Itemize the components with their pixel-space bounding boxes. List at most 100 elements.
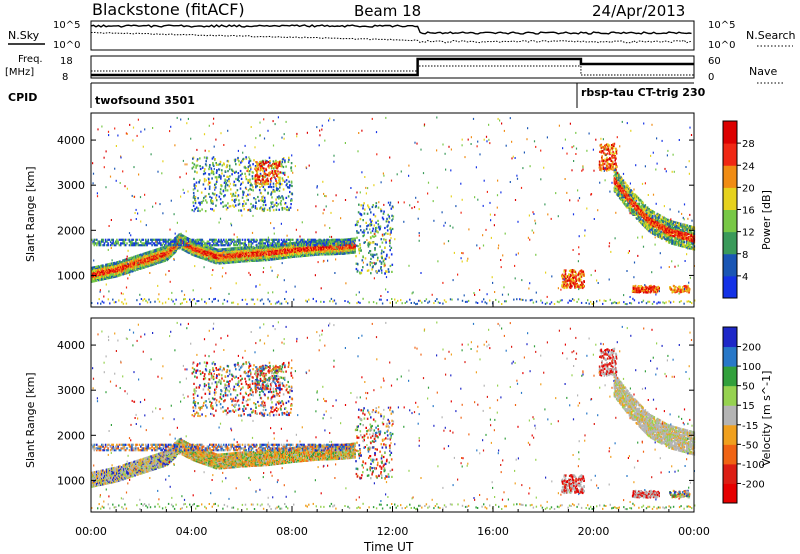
power-cell	[193, 253, 196, 256]
power-cell	[153, 249, 155, 252]
power-cell	[217, 257, 220, 260]
power-cell	[135, 255, 137, 258]
power-cell	[210, 247, 213, 250]
power-cell	[113, 270, 115, 273]
power-cell	[221, 254, 224, 257]
power-cell	[282, 158, 284, 161]
power-cell	[381, 241, 384, 244]
power-cell	[271, 196, 273, 199]
power-cell	[187, 238, 190, 241]
power-cell	[217, 252, 220, 255]
power-cell	[226, 240, 229, 243]
power-cell	[250, 182, 252, 185]
power-cell	[127, 238, 129, 241]
power-cell	[119, 242, 122, 245]
power-cell	[260, 245, 263, 248]
power-cell	[226, 254, 229, 257]
power-cell	[233, 238, 235, 241]
power-cell	[353, 250, 355, 253]
power-cell	[253, 177, 256, 180]
power-cell	[180, 236, 182, 239]
power-cell	[223, 258, 226, 261]
power-cell	[95, 265, 97, 269]
power-cell	[270, 250, 273, 254]
power-cell	[248, 242, 250, 245]
power-cell	[263, 167, 265, 170]
power-cell	[289, 251, 291, 254]
power-cell	[158, 240, 161, 243]
power-cell	[207, 254, 210, 257]
power-cell	[108, 268, 110, 271]
power-cell	[133, 259, 135, 262]
power-cell	[212, 252, 215, 255]
power-cell	[98, 272, 100, 275]
power-cell	[155, 258, 157, 261]
power-cell	[343, 247, 345, 250]
power-cell	[215, 244, 217, 247]
power-cell	[135, 266, 137, 269]
power-cell	[615, 165, 618, 168]
power-cell	[112, 267, 114, 270]
power-cell	[284, 254, 286, 257]
power-cell	[199, 253, 202, 257]
power-cell	[168, 254, 170, 257]
power-cell	[140, 240, 142, 243]
power-cell	[179, 245, 181, 248]
power-cell	[370, 211, 372, 214]
power-cell	[166, 255, 168, 258]
power-cell	[235, 247, 238, 250]
power-cell	[259, 248, 262, 251]
power-cell	[577, 273, 580, 276]
power-cell	[278, 248, 281, 251]
power-cell	[391, 214, 393, 217]
power-cell	[354, 247, 356, 250]
power-cell	[106, 263, 108, 266]
power-cell	[266, 177, 269, 180]
power-cell	[324, 244, 327, 247]
power-cell	[200, 255, 203, 258]
power-cell	[190, 253, 193, 256]
power-cell	[160, 255, 162, 259]
power-cell	[136, 262, 138, 265]
power-cell	[257, 164, 259, 167]
power-cell	[145, 238, 147, 241]
power-cell	[230, 251, 233, 254]
power-cell	[206, 251, 209, 254]
power-cell	[200, 242, 202, 245]
power-cell	[346, 248, 348, 251]
power-cell	[173, 247, 175, 250]
power-cell	[270, 238, 273, 241]
power-cell	[291, 193, 294, 196]
power-cell	[290, 203, 292, 206]
power-cell	[312, 254, 314, 257]
power-cell	[243, 248, 246, 252]
power-cell	[186, 242, 189, 245]
power-cell	[102, 238, 104, 241]
power-cell	[254, 175, 257, 178]
power-cell	[285, 165, 287, 168]
power-cell	[370, 253, 372, 256]
power-cell	[221, 253, 224, 256]
power-cell	[227, 244, 230, 247]
power-cell	[280, 171, 283, 174]
power-cell	[151, 258, 153, 261]
power-cell	[193, 249, 196, 252]
power-cell	[322, 253, 324, 256]
power-cell	[206, 240, 209, 243]
power-cell	[315, 246, 317, 249]
power-cell	[137, 254, 139, 257]
power-cell	[247, 249, 250, 253]
power-cell	[278, 252, 281, 255]
power-cell	[274, 255, 277, 258]
power-cell	[580, 275, 583, 278]
power-cell	[161, 256, 163, 259]
power-cell	[356, 270, 359, 273]
power-cell	[306, 253, 308, 256]
power-cell	[273, 255, 276, 258]
power-cell	[285, 247, 287, 251]
power-cell	[250, 238, 253, 241]
power-cell	[170, 251, 172, 254]
power-cell	[390, 231, 392, 234]
power-cell	[256, 255, 259, 258]
power-cell	[150, 261, 152, 264]
